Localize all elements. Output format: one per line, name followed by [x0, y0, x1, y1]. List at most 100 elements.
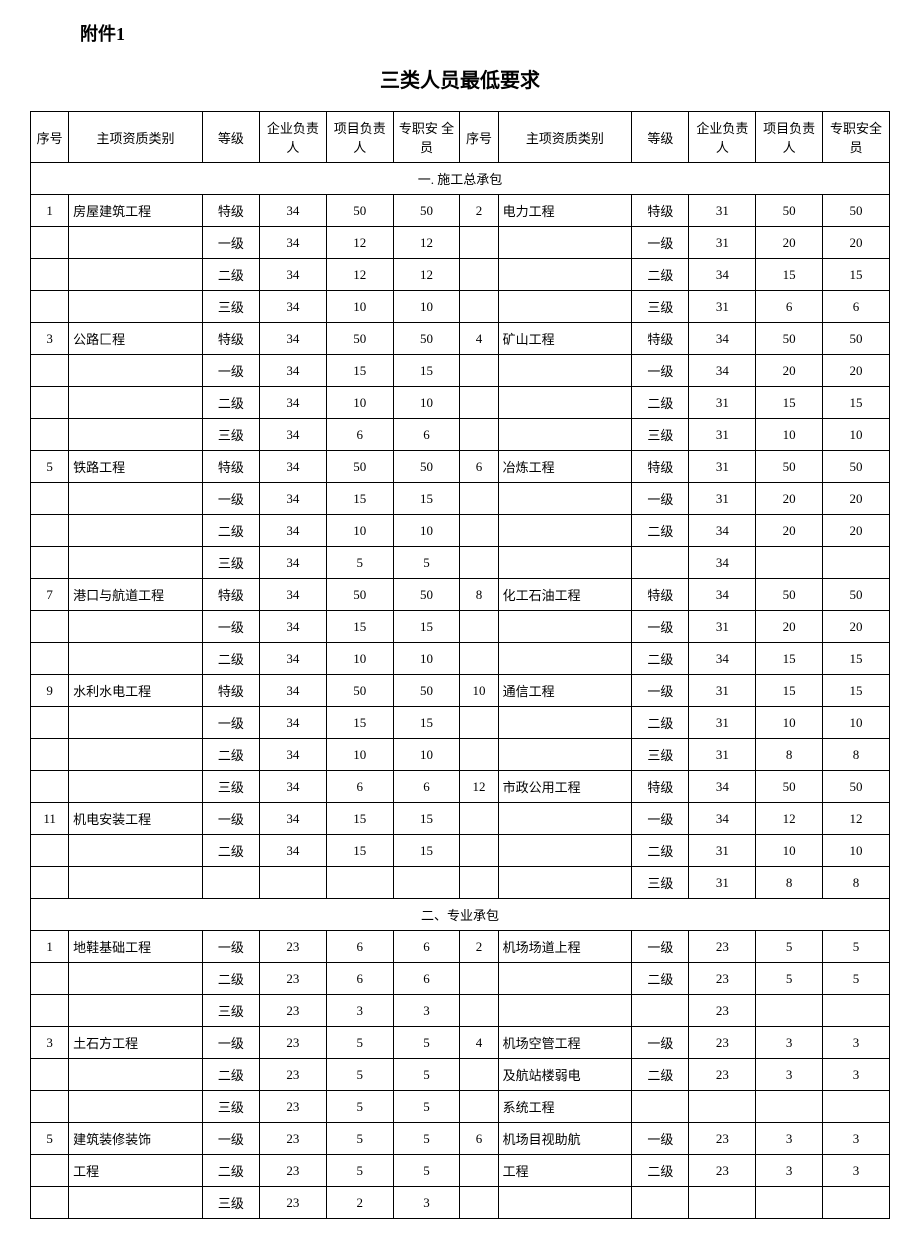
table-cell: 一级 — [632, 227, 689, 259]
table-cell: 通信工程 — [498, 675, 632, 707]
table-cell — [498, 995, 632, 1027]
table-row: 一级341515一级312020 — [31, 483, 890, 515]
table-cell: 34 — [260, 259, 327, 291]
table-cell — [756, 1187, 823, 1219]
table-cell: 一级 — [632, 611, 689, 643]
table-cell: 1 — [31, 195, 69, 227]
table-cell: 6 — [393, 771, 460, 803]
table-cell — [31, 867, 69, 899]
table-cell: 二级 — [202, 643, 259, 675]
table-cell: 二级 — [202, 387, 259, 419]
table-cell: 10 — [393, 291, 460, 323]
table-cell — [498, 515, 632, 547]
table-cell — [632, 1091, 689, 1123]
table-cell: 10 — [393, 515, 460, 547]
table-cell: 一级 — [202, 227, 259, 259]
table-cell: 6 — [393, 419, 460, 451]
table-cell: 31 — [689, 675, 756, 707]
table-cell — [31, 707, 69, 739]
th-category: 主项资质类别 — [498, 112, 632, 163]
table-cell: 12 — [326, 227, 393, 259]
table-cell: 建筑装修装饰 — [69, 1123, 203, 1155]
table-cell: 34 — [689, 579, 756, 611]
table-cell — [460, 515, 498, 547]
table-cell: 50 — [823, 771, 890, 803]
section-row: 一. 施工总承包 — [31, 163, 890, 195]
table-cell: 二级 — [202, 835, 259, 867]
table-cell — [498, 355, 632, 387]
table-cell — [498, 707, 632, 739]
table-cell — [756, 1091, 823, 1123]
table-cell: 15 — [756, 675, 823, 707]
table-cell: 8 — [756, 739, 823, 771]
table-cell: 34 — [689, 803, 756, 835]
table-cell: 电力工程 — [498, 195, 632, 227]
table-cell — [498, 611, 632, 643]
table-cell — [498, 547, 632, 579]
table-cell: 20 — [756, 611, 823, 643]
table-cell — [31, 515, 69, 547]
table-cell: 31 — [689, 835, 756, 867]
table-cell — [460, 387, 498, 419]
table-cell: 34 — [260, 291, 327, 323]
table-row: 二级341515二级311010 — [31, 835, 890, 867]
table-cell: 12 — [460, 771, 498, 803]
table-row: 三级2323 — [31, 1187, 890, 1219]
table-cell: 34 — [260, 771, 327, 803]
table-cell: 50 — [756, 195, 823, 227]
table-cell — [689, 1091, 756, 1123]
table-cell — [498, 803, 632, 835]
table-cell: 12 — [393, 227, 460, 259]
table-cell: 31 — [689, 195, 756, 227]
table-cell: 50 — [756, 323, 823, 355]
table-cell: 10 — [326, 387, 393, 419]
table-cell — [69, 963, 203, 995]
document-title: 三类人员最低要求 — [30, 64, 890, 93]
table-row: 一级341515二级311010 — [31, 707, 890, 739]
table-cell: 31 — [689, 291, 756, 323]
table-cell: 6 — [460, 451, 498, 483]
table-cell: 5 — [393, 547, 460, 579]
table-cell: 50 — [393, 675, 460, 707]
table-cell: 三级 — [202, 291, 259, 323]
table-cell — [460, 547, 498, 579]
table-cell: 10 — [756, 419, 823, 451]
table-cell: 6 — [393, 963, 460, 995]
table-cell: 34 — [260, 515, 327, 547]
table-cell — [632, 547, 689, 579]
table-cell: 5 — [31, 451, 69, 483]
table-row: 工程二级2355工程二级2333 — [31, 1155, 890, 1187]
table-cell: 7 — [31, 579, 69, 611]
table-cell — [460, 803, 498, 835]
table-cell — [498, 867, 632, 899]
table-cell: 及航站楼弱电 — [498, 1059, 632, 1091]
table-cell: 31 — [689, 227, 756, 259]
table-cell: 一级 — [202, 1123, 259, 1155]
table-cell: 1 — [31, 931, 69, 963]
table-cell — [460, 611, 498, 643]
table-cell: 特级 — [632, 451, 689, 483]
table-cell — [31, 1187, 69, 1219]
table-cell — [460, 707, 498, 739]
table-cell: 23 — [260, 963, 327, 995]
table-cell: 3 — [756, 1123, 823, 1155]
table-cell: 5 — [393, 1091, 460, 1123]
table-cell: 23 — [260, 1155, 327, 1187]
table-row: 二级341010二级341515 — [31, 643, 890, 675]
table-cell — [460, 1187, 498, 1219]
table-cell — [823, 547, 890, 579]
table-cell: 34 — [260, 547, 327, 579]
table-cell: 50 — [326, 451, 393, 483]
table-cell: 8 — [460, 579, 498, 611]
table-cell — [460, 291, 498, 323]
table-cell: 50 — [326, 195, 393, 227]
table-cell: 15 — [326, 483, 393, 515]
table-cell — [31, 963, 69, 995]
table-cell: 20 — [756, 483, 823, 515]
table-cell — [498, 739, 632, 771]
table-cell — [69, 707, 203, 739]
table-cell: 34 — [260, 739, 327, 771]
table-body: 一. 施工总承包1房屋建筑工程特级3450502电力工程特级315050一级34… — [31, 163, 890, 1219]
table-cell: 10 — [823, 707, 890, 739]
table-cell: 一级 — [202, 355, 259, 387]
